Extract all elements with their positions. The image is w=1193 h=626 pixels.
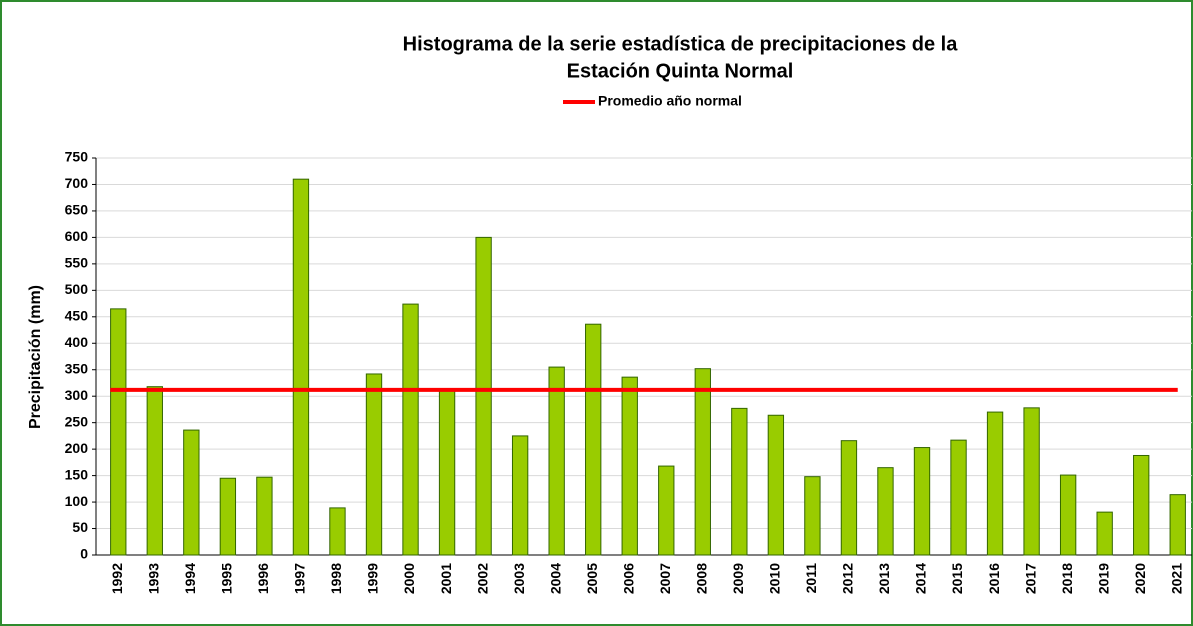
x-tick-label: 2019	[1095, 563, 1111, 594]
y-tick-label: 300	[65, 387, 89, 403]
bar	[511, 435, 529, 556]
chart-title: Histograma de la serie estadística de pr…	[403, 33, 959, 55]
x-tick-label: 2011	[803, 563, 819, 594]
bar	[1133, 454, 1150, 556]
bar	[110, 308, 127, 556]
y-tick-label: 650	[65, 202, 89, 218]
bar	[475, 236, 492, 556]
x-tick-label: 1997	[292, 563, 308, 594]
x-tick-label: 2006	[620, 563, 636, 594]
y-tick-label: 500	[65, 281, 89, 297]
bar	[256, 476, 273, 556]
bar	[183, 429, 200, 556]
x-tick-label: 1995	[219, 563, 235, 594]
bar	[292, 178, 310, 556]
y-tick-label: 200	[65, 440, 89, 456]
bar	[219, 477, 237, 556]
bar	[913, 447, 931, 556]
bar	[767, 414, 785, 556]
y-tick-label: 600	[65, 228, 89, 244]
y-tick-label: 100	[65, 493, 89, 509]
x-tick-label: 2007	[657, 563, 673, 594]
x-tick-label: 2012	[840, 563, 856, 594]
y-tick-label: 150	[65, 466, 89, 482]
chart-title: Estación Quinta Normal	[567, 60, 794, 82]
y-tick-label: 400	[65, 334, 89, 350]
x-tick-label: 2013	[876, 563, 892, 594]
x-tick-label: 2001	[438, 563, 454, 594]
legend-label: Promedio año normal	[598, 93, 742, 109]
x-tick-label: 2005	[584, 563, 600, 594]
bar	[694, 368, 711, 556]
y-tick-label: 350	[65, 360, 89, 376]
bar	[585, 323, 602, 556]
bar	[731, 407, 748, 556]
x-tick-label: 2014	[913, 563, 929, 594]
y-tick-label: 50	[72, 519, 88, 535]
x-tick-label: 1993	[146, 563, 162, 594]
y-tick-label: 450	[65, 308, 89, 324]
bar	[621, 376, 638, 556]
bar	[840, 440, 858, 556]
y-tick-label: 700	[65, 175, 89, 191]
bar	[1096, 511, 1113, 556]
bar	[548, 366, 565, 556]
x-tick-label: 2002	[474, 563, 490, 594]
bar	[1023, 407, 1040, 556]
x-tick-label: 2021	[1168, 563, 1184, 594]
x-tick-label: 2004	[547, 563, 563, 594]
bar	[146, 386, 163, 556]
x-tick-label: 2018	[1059, 563, 1075, 594]
bar	[877, 467, 894, 556]
y-axis-title: Precipitación (mm)	[27, 285, 44, 429]
x-tick-label: 2017	[1022, 563, 1038, 594]
y-tick-label: 250	[65, 413, 89, 429]
x-tick-label: 2009	[730, 563, 746, 594]
x-tick-label: 2015	[949, 563, 965, 594]
bar	[438, 389, 456, 556]
x-tick-label: 1996	[255, 563, 271, 594]
bar	[658, 465, 675, 556]
x-tick-label: 1999	[365, 563, 381, 594]
bar	[1169, 494, 1186, 556]
y-tick-label: 550	[65, 255, 89, 271]
x-tick-label: 1992	[109, 563, 125, 594]
bar	[329, 507, 346, 556]
bar	[1059, 474, 1077, 556]
bar	[365, 373, 383, 556]
y-tick-label: 750	[65, 149, 89, 165]
x-tick-label: 2008	[694, 563, 710, 594]
bar	[950, 439, 967, 556]
bar	[804, 476, 821, 556]
x-tick-label: 2020	[1132, 563, 1148, 594]
x-tick-label: 2016	[986, 563, 1002, 594]
y-tick-label: 0	[80, 546, 88, 562]
x-tick-label: 2010	[767, 563, 783, 594]
bar	[986, 411, 1004, 556]
x-tick-label: 1998	[328, 563, 344, 594]
x-tick-label: 1994	[182, 563, 198, 594]
x-tick-label: 2000	[401, 563, 417, 594]
bar	[402, 303, 419, 556]
x-tick-label: 2003	[511, 563, 527, 594]
